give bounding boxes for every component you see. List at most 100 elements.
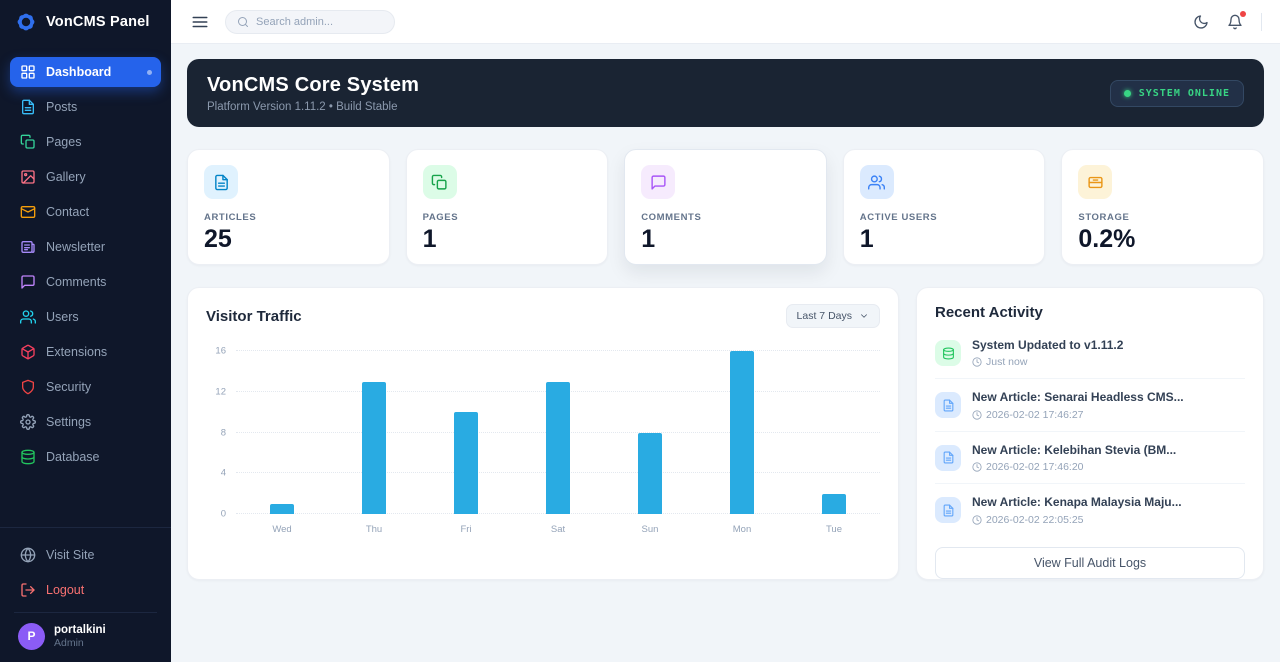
search-box [225, 9, 395, 34]
menu-icon[interactable] [191, 13, 209, 31]
sidebar-item-settings[interactable]: Settings [10, 407, 161, 437]
search-icon [237, 16, 249, 28]
bar-wed [270, 503, 294, 514]
activity-title: Recent Activity [935, 304, 1043, 321]
system-status-badge: SYSTEM ONLINE [1109, 79, 1244, 107]
stat-card-storage: STORAGE 0.2% [1061, 149, 1264, 265]
topbar-divider [1261, 12, 1262, 31]
notifications-button[interactable] [1227, 10, 1246, 30]
activity-item-time: Just now [972, 356, 1123, 368]
activity-item-title: New Article: Kelebihan Stevia (BM... [972, 442, 1177, 457]
file-icon [942, 451, 955, 464]
sidebar-item-newsletter[interactable]: Newsletter [10, 232, 161, 262]
view-audit-logs-button[interactable]: View Full Audit Logs [935, 546, 1245, 579]
stat-label: ARTICLES [204, 212, 257, 223]
sidebar-item-database[interactable]: Database [10, 442, 161, 472]
users-icon [868, 174, 886, 191]
sidebar-item-security[interactable]: Security [10, 372, 161, 402]
cube-icon [20, 344, 36, 360]
sidebar-item-label: Pages [46, 135, 82, 149]
file-icon [942, 399, 955, 412]
sidebar-item-label: Visit Site [46, 547, 95, 562]
status-dot-icon [1123, 89, 1131, 97]
status-badge-label: SYSTEM ONLINE [1138, 87, 1230, 99]
sidebar-item-label: Users [46, 310, 79, 324]
sidebar-item-posts[interactable]: Posts [10, 92, 161, 122]
bar-slot-mon [696, 351, 788, 514]
stat-icon-tile [422, 165, 457, 199]
activity-time-text: 2026-02-02 22:05:25 [986, 513, 1084, 526]
chat-icon [650, 174, 667, 191]
sidebar-item-label: Posts [46, 100, 78, 114]
bar-slot-tue [788, 351, 880, 514]
chart-bars [236, 351, 880, 514]
stat-value: 0.2% [1078, 225, 1136, 253]
sidebar-item-pages[interactable]: Pages [10, 127, 161, 157]
stat-value: 1 [859, 225, 874, 253]
bar-slot-thu [328, 351, 420, 514]
sidebar-item-comments[interactable]: Comments [10, 267, 161, 297]
dashboard-grid-icon [20, 64, 36, 80]
logout-icon [20, 582, 36, 598]
sidebar: VonCMS Panel Dashboard Posts Pages Gallery C… [0, 0, 171, 662]
notification-dot [1240, 10, 1246, 17]
sidebar-item-label: Contact [46, 205, 90, 219]
y-tick-label: 16 [215, 345, 226, 357]
bar-tue [822, 493, 846, 514]
activity-item-time: 2026-02-02 22:05:25 [972, 514, 1182, 526]
storage-icon [1087, 174, 1104, 191]
moon-icon[interactable] [1193, 14, 1209, 30]
users-icon [20, 309, 36, 325]
sidebar-nav: Dashboard Posts Pages Gallery Contact Newslet… [0, 43, 171, 527]
bar-slot-sat [512, 351, 604, 514]
chart-x-axis: Wed Thu Fri Sat Sun Mon Tue [236, 524, 880, 535]
sidebar-item-users[interactable]: Users [10, 302, 161, 332]
sidebar-item-extensions[interactable]: Extensions [10, 337, 161, 367]
sidebar-item-label: Gallery [46, 170, 86, 184]
panels-row: Visitor Traffic Last 7 Days 0 4 8 12 16 Wed T… [187, 287, 1264, 580]
clock-icon [972, 410, 982, 420]
sidebar-item-contact[interactable]: Contact [10, 197, 161, 227]
y-tick-label: 8 [220, 427, 226, 438]
activity-icon-tile [935, 444, 961, 471]
clock-icon [972, 514, 982, 525]
pages-icon [431, 174, 448, 191]
x-tick-label: Wed [272, 524, 292, 535]
stat-label: ACTIVE USERS [859, 212, 938, 223]
y-tick-label: 4 [220, 467, 226, 479]
active-indicator-dot [147, 69, 152, 75]
brand[interactable]: VonCMS Panel [0, 0, 171, 43]
stat-icon-tile [204, 165, 238, 199]
stat-label: PAGES [422, 212, 459, 223]
x-tick-label: Thu [365, 524, 383, 535]
gear-icon [20, 414, 36, 430]
sidebar-item-visit-site[interactable]: Visit Site [10, 540, 161, 570]
stat-card-articles: ARTICLES 25 [187, 149, 390, 265]
search-input[interactable] [256, 15, 383, 28]
sidebar-item-gallery[interactable]: Gallery [10, 162, 161, 192]
file-icon [942, 504, 955, 517]
file-icon [213, 174, 230, 191]
y-tick-label: 12 [215, 386, 226, 398]
stat-card-comments: COMMENTS 1 [624, 149, 827, 265]
chart-range-select[interactable]: Last 7 Days [785, 304, 880, 328]
sidebar-item-dashboard[interactable]: Dashboard [10, 57, 161, 87]
chart-range-value: Last 7 Days [796, 310, 852, 322]
mail-icon [20, 204, 36, 220]
dashboard-content: VonCMS Core System Platform Version 1.11… [171, 44, 1280, 662]
stat-value: 1 [422, 225, 437, 253]
topbar [171, 0, 1280, 44]
pages-icon [20, 134, 36, 150]
chart-plot-area [236, 350, 880, 514]
user-profile[interactable]: P portalkini Admin [14, 611, 157, 662]
sidebar-item-logout[interactable]: Logout [10, 575, 161, 605]
bar-chart: 0 4 8 12 16 Wed Thu Fri Sat Sun Mon Tue [206, 346, 880, 535]
stat-value: 1 [641, 225, 656, 253]
activity-item-title: System Updated to v1.11.2 [972, 338, 1124, 352]
activity-item-time: 2026-02-02 17:46:20 [972, 461, 1176, 473]
sidebar-item-label: Extensions [46, 345, 108, 359]
x-tick-label: Sat [550, 524, 566, 535]
bar-sun [638, 432, 662, 514]
chat-icon [20, 274, 36, 290]
chart-title: Visitor Traffic [206, 307, 302, 325]
